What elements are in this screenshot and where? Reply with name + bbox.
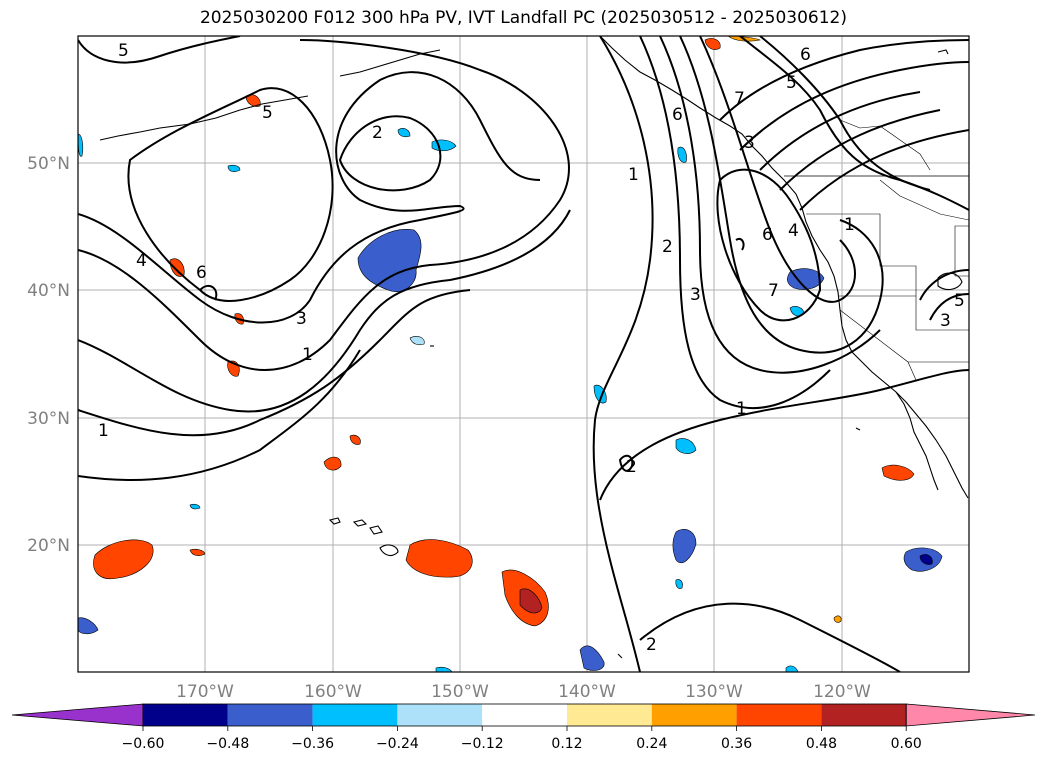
- contour-label: 2: [646, 635, 657, 655]
- contour-labels: 5 5 2 1 2 3 6 7 6 4 3 1 4 6 3 1 1 2 2 1 …: [98, 41, 965, 655]
- colorbar-tick-label: 0.24: [636, 736, 667, 752]
- ivt-contours: [78, 36, 969, 672]
- contour-label: 5: [786, 73, 797, 93]
- contour-label: 5: [262, 103, 273, 123]
- longitude-labels: 170°W 160°W 150°W 140°W 130°W 120°W: [176, 682, 871, 702]
- contour-label: 4: [136, 251, 147, 271]
- colorbar: −0.60 −0.48 −0.36 −0.24 −0.12 0.12 0.24 0.36 0.4…: [11, 703, 1036, 752]
- contour-label: 7: [734, 89, 745, 109]
- colorbar-segment: [567, 704, 652, 726]
- colorbar-tick-label: 0.36: [721, 736, 752, 752]
- lon-label: 120°W: [813, 682, 871, 702]
- colorbar-segment: [482, 704, 567, 726]
- colorbar-tick-label: −0.12: [461, 736, 504, 752]
- lon-label: 170°W: [176, 682, 234, 702]
- map-area: [78, 36, 969, 672]
- latitude-labels: 50°N 40°N 30°N 20°N: [27, 154, 70, 556]
- colorbar-tick-label: 0.12: [551, 736, 582, 752]
- lat-label: 40°N: [27, 281, 70, 301]
- colorbar-tick-label: −0.24: [376, 736, 419, 752]
- colorbar-segment: [312, 704, 398, 726]
- colorbar-tick-label: 0.48: [806, 736, 837, 752]
- map-title: 2025030200 F012 300 hPa PV, IVT Landfall…: [199, 8, 847, 28]
- contour-label: 7: [768, 281, 779, 301]
- contour-label: 1: [302, 345, 313, 365]
- colorbar-segment: [143, 704, 228, 726]
- lon-label: 150°W: [431, 682, 489, 702]
- lon-label: 160°W: [304, 682, 362, 702]
- pv-negative-shading: [78, 128, 943, 672]
- contour-label: 6: [196, 263, 207, 283]
- contour-label: 5: [954, 291, 965, 311]
- colorbar-outline: [142, 703, 907, 727]
- colorbar-tick-label: −0.36: [291, 736, 334, 752]
- colorbar-segment: [821, 704, 907, 726]
- colorbar-segment: [736, 704, 822, 726]
- lon-label: 140°W: [558, 682, 616, 702]
- colorbar-segment: [397, 704, 483, 726]
- lat-label: 20°N: [27, 536, 70, 556]
- contour-label: 2: [372, 123, 383, 143]
- colorbar-segment: [227, 704, 313, 726]
- colorbar-tick-label: 0.60: [891, 736, 922, 752]
- pv-positive-shading: [93, 36, 915, 627]
- coastlines: [99, 36, 969, 659]
- contour-label: 1: [628, 165, 639, 185]
- contour-label: 3: [690, 285, 701, 305]
- colorbar-extend-max: [905, 703, 1036, 727]
- lat-label: 30°N: [27, 409, 70, 429]
- colorbar-tick-label: −0.60: [122, 736, 165, 752]
- contour-label: 2: [626, 457, 637, 477]
- colorbar-extend-min: [11, 703, 144, 727]
- contour-label: 1: [736, 399, 747, 419]
- contour-label: 3: [940, 311, 951, 331]
- contour-label: 3: [744, 133, 755, 153]
- contour-label: 2: [662, 237, 673, 257]
- contour-label: 3: [296, 309, 307, 329]
- contour-label: 6: [800, 45, 811, 65]
- contour-label: 6: [672, 105, 683, 125]
- map-border: [77, 35, 970, 673]
- colorbar-segment: [651, 704, 737, 726]
- contour-label: 4: [788, 221, 799, 241]
- contour-label: 1: [844, 215, 855, 235]
- colorbar-tick-label: −0.48: [206, 736, 249, 752]
- contour-label: 1: [98, 421, 109, 441]
- lon-label: 130°W: [685, 682, 743, 702]
- contour-label: 5: [118, 41, 129, 61]
- contour-label: 6: [762, 225, 773, 245]
- lat-label: 50°N: [27, 154, 70, 174]
